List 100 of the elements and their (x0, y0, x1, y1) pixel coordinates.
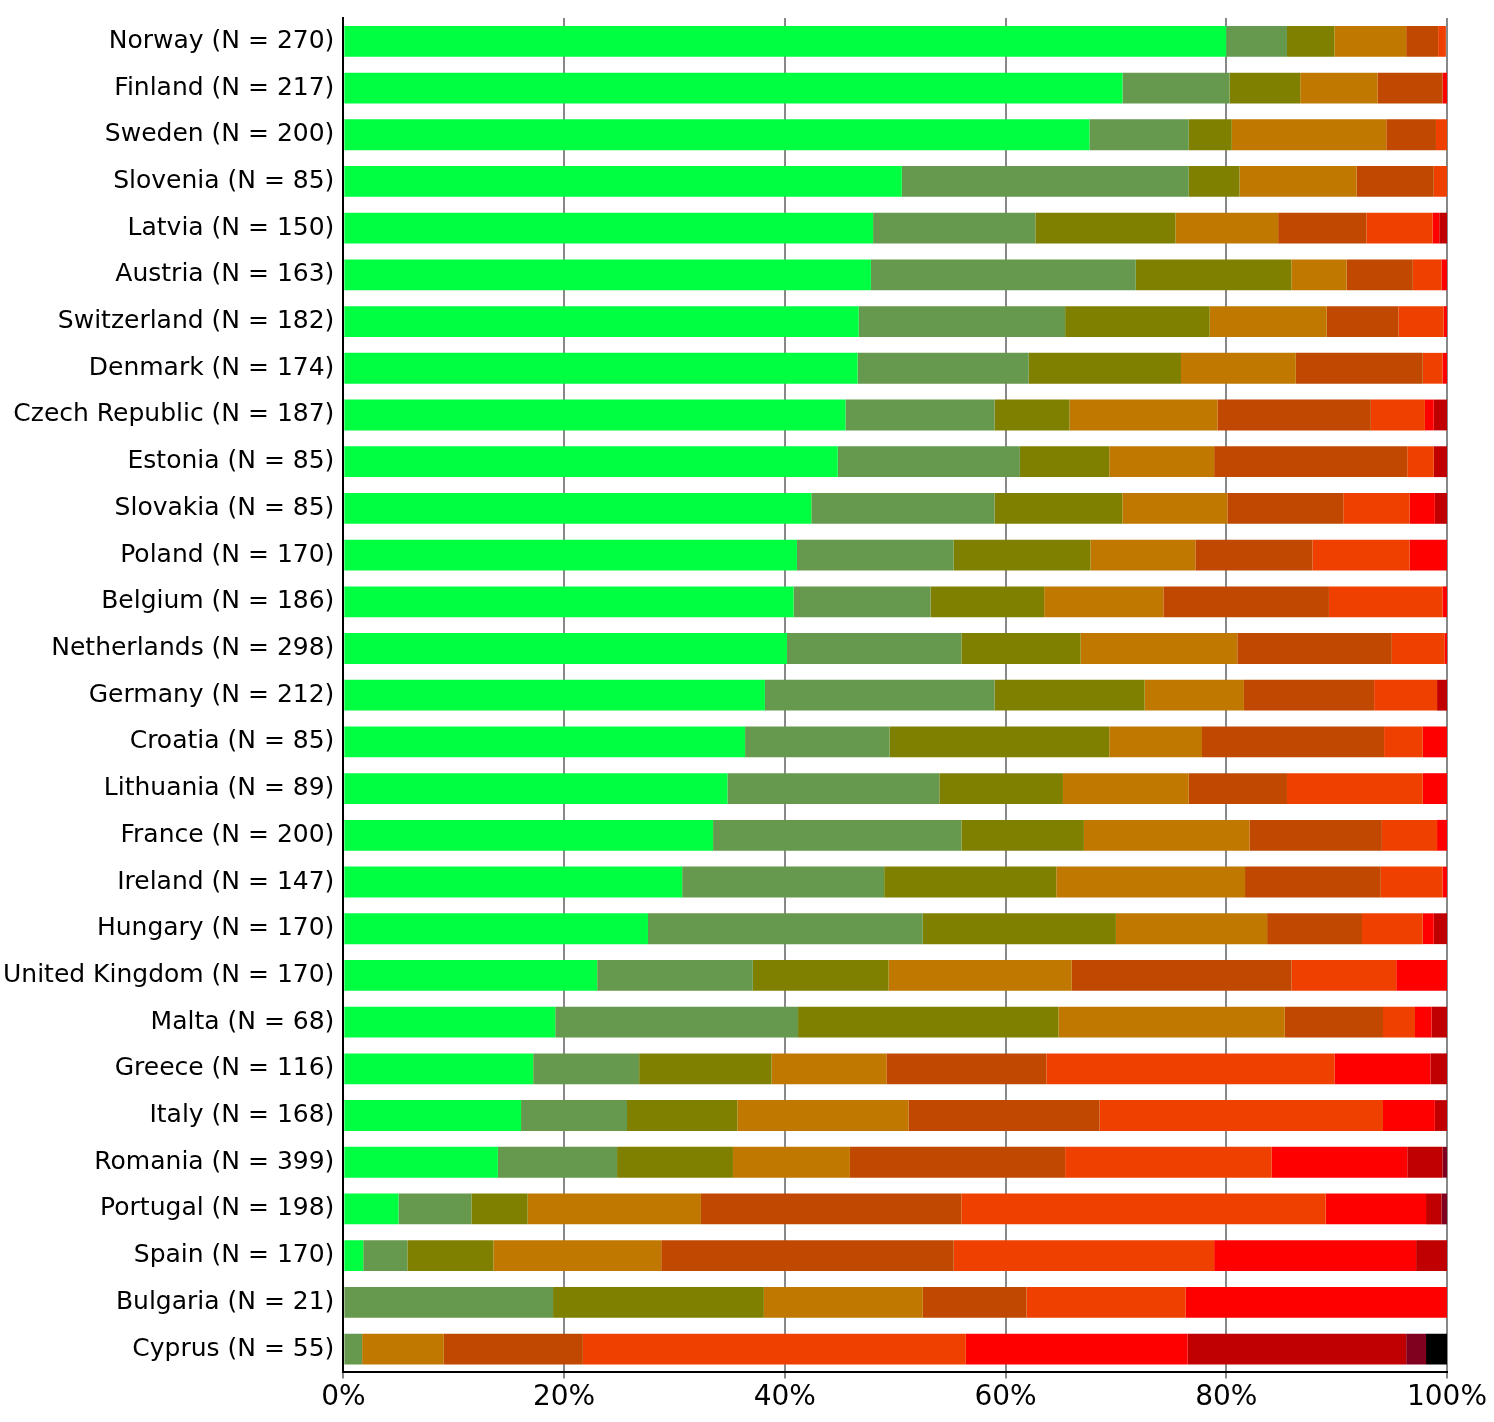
bar (1122, 492, 1228, 524)
bar (1391, 633, 1445, 664)
bar (796, 539, 954, 571)
bar (582, 1333, 966, 1365)
bar (1441, 1193, 1447, 1225)
bar (1407, 1146, 1443, 1178)
bar (1058, 1006, 1285, 1038)
bar (1243, 679, 1375, 711)
bar (1398, 306, 1444, 337)
y-tick-label: Italy (N = 168) (149, 1099, 335, 1129)
bar (1437, 819, 1447, 851)
bar (344, 819, 714, 851)
bar (961, 633, 1081, 664)
bar (521, 1100, 627, 1131)
bar (1286, 773, 1423, 805)
bar (713, 819, 962, 851)
bar (1083, 819, 1250, 851)
y-tick-label: Bulgaria (N = 21) (115, 1285, 335, 1315)
bar (1144, 679, 1244, 711)
bar (1065, 1146, 1272, 1178)
bar (811, 492, 995, 524)
bar (344, 166, 902, 197)
bar (771, 1053, 887, 1085)
bar (1442, 586, 1447, 618)
bar (1422, 352, 1443, 384)
bar (1426, 1333, 1447, 1365)
bar (1422, 913, 1434, 945)
bar (1188, 119, 1232, 151)
bar (1430, 1053, 1447, 1085)
bar (1407, 446, 1434, 478)
bar (639, 1053, 772, 1085)
bar (1044, 586, 1164, 618)
bar (1209, 306, 1327, 337)
bar (493, 1240, 662, 1272)
bar (344, 1053, 534, 1085)
bar (647, 913, 923, 945)
bar (1109, 446, 1215, 478)
bar (939, 773, 1063, 805)
y-tick-label: Sweden (N = 200) (104, 118, 335, 148)
bar (1343, 492, 1410, 524)
bar (1249, 819, 1382, 851)
bar (1109, 726, 1202, 758)
bar (1214, 1240, 1417, 1272)
bar (1441, 259, 1447, 291)
bar (886, 1053, 1047, 1085)
bar (965, 1333, 1188, 1365)
x-tick-label: 80% (1195, 1379, 1258, 1413)
bar (533, 1053, 640, 1085)
bar (344, 1240, 364, 1272)
bar (1046, 1053, 1335, 1085)
bar (344, 913, 648, 945)
bar (344, 1193, 399, 1225)
bar (845, 399, 995, 431)
bar (1396, 960, 1447, 991)
bar (1356, 166, 1434, 197)
y-tick-label: Romania (N = 399) (94, 1145, 335, 1175)
bar (617, 1146, 733, 1178)
bar (1374, 679, 1438, 711)
bar (1278, 212, 1367, 244)
y-tick-label: Croatia (N = 85) (129, 725, 335, 755)
bar (398, 1193, 472, 1225)
y-tick-label: Portugal (N = 198) (100, 1192, 335, 1222)
bar (763, 1286, 923, 1318)
bar (1035, 212, 1176, 244)
x-tick-label: 60% (974, 1379, 1037, 1413)
bar (1028, 352, 1182, 384)
bar (1409, 539, 1447, 571)
bar (1069, 399, 1218, 431)
bar (344, 586, 794, 618)
bar (1237, 633, 1392, 664)
x-tick-label: 0% (321, 1379, 366, 1413)
bar (1201, 726, 1385, 758)
y-tick-label: Malta (N = 68) (150, 1005, 335, 1035)
bar (1284, 1006, 1383, 1038)
y-tick-label: Ireland (N = 147) (117, 865, 335, 895)
bar (787, 633, 962, 664)
bar (1175, 212, 1279, 244)
bar (1384, 726, 1423, 758)
bar (1334, 25, 1407, 57)
bar (1267, 913, 1363, 945)
bar (344, 960, 598, 991)
bar (1416, 1240, 1447, 1272)
bar (597, 960, 753, 991)
y-tick-label: Czech Republic (N = 187) (13, 398, 335, 428)
y-tick-label: Estonia (N = 85) (127, 445, 335, 475)
bar (1239, 166, 1357, 197)
bar (1195, 539, 1313, 571)
bar (1312, 539, 1410, 571)
bar (1346, 259, 1413, 291)
y-tick-label: Poland (N = 170) (120, 538, 335, 568)
y-tick-label: Spain (N = 170) (133, 1239, 335, 1269)
bar (407, 1240, 494, 1272)
bar (727, 773, 940, 805)
bar (1426, 1193, 1442, 1225)
bar (1381, 819, 1438, 851)
bar (1295, 352, 1423, 384)
bar (901, 166, 1189, 197)
bar (1217, 399, 1371, 431)
y-tick-label: Belgium (N = 186) (101, 585, 335, 615)
y-tick-label: Germany (N = 212) (88, 678, 335, 708)
